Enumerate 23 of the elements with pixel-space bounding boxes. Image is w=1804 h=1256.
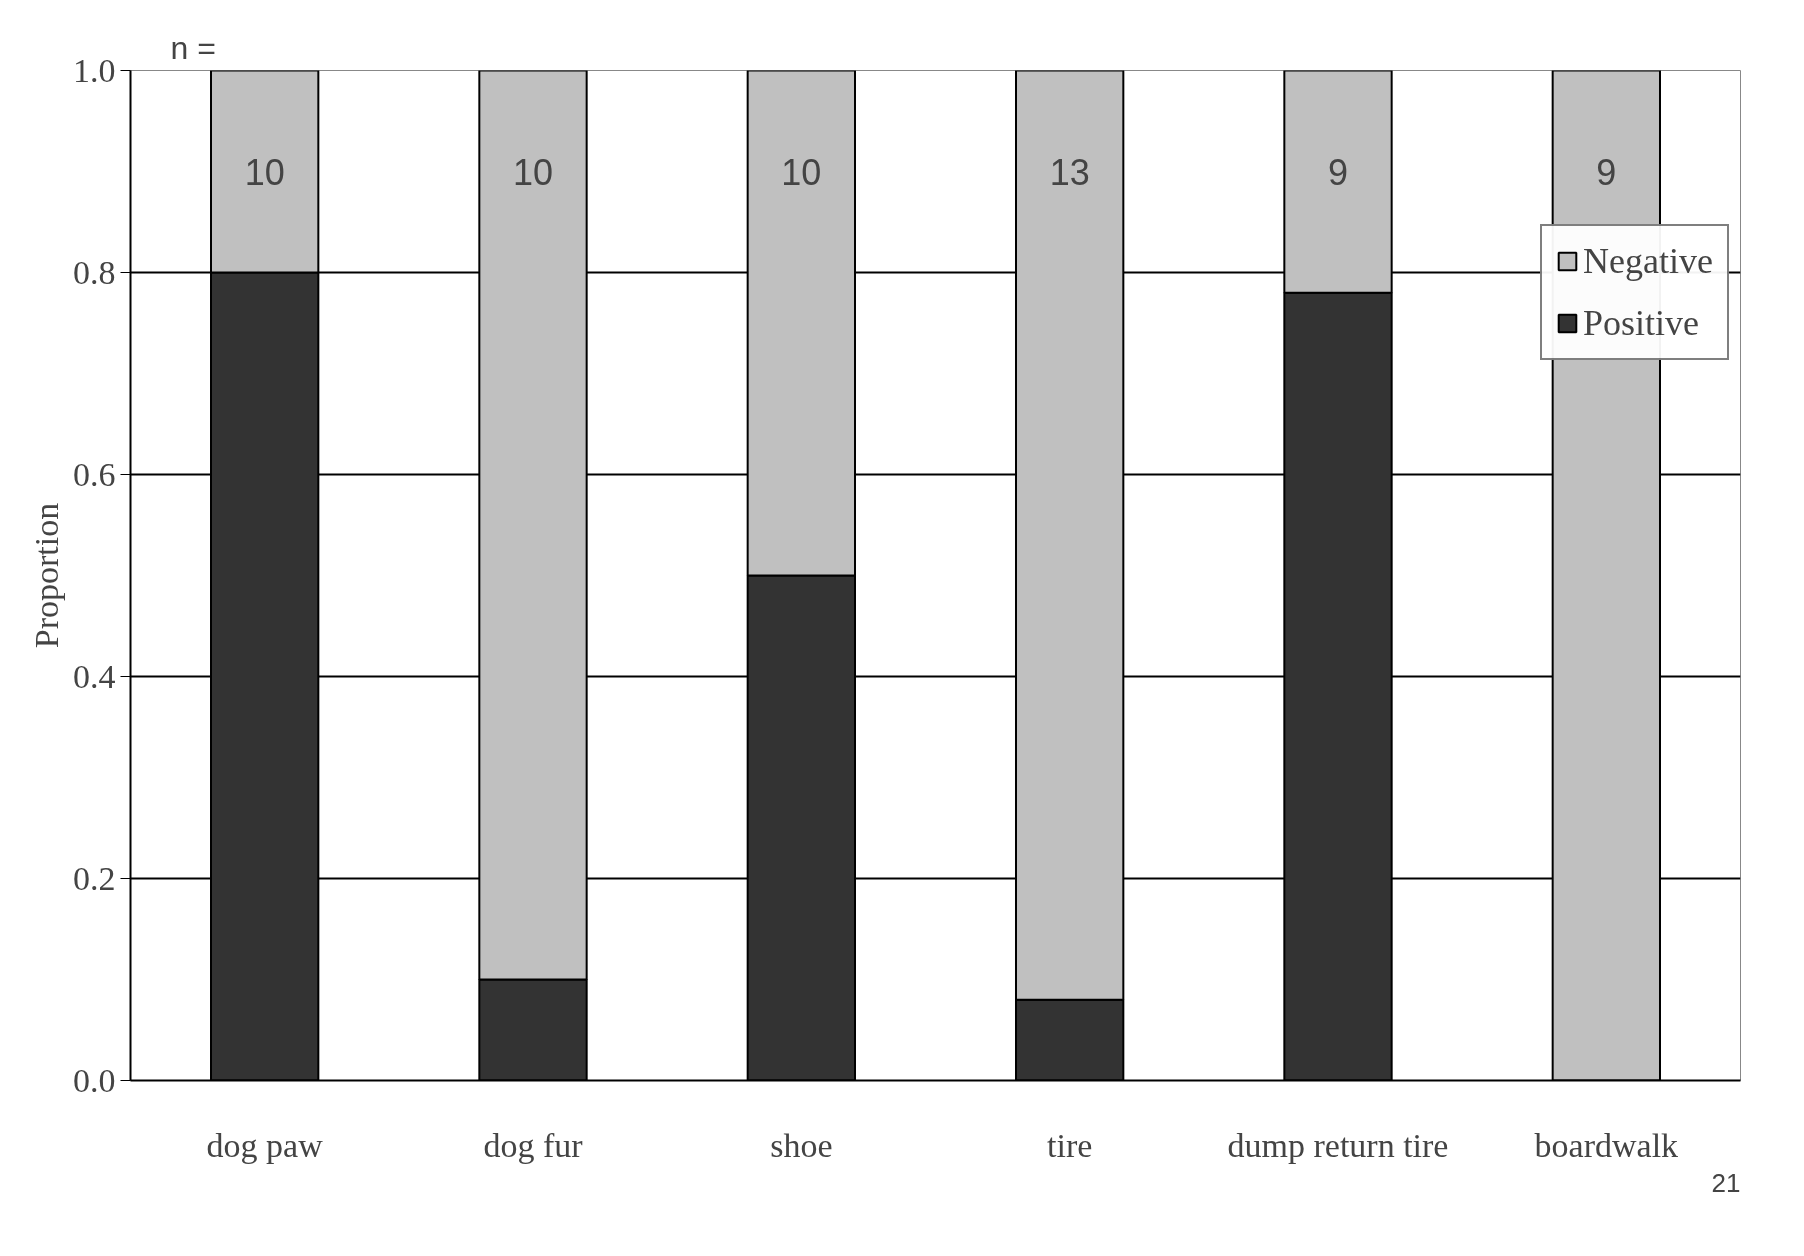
x-tick-label: dog paw (206, 1126, 324, 1164)
text: 21 (1711, 1167, 1741, 1198)
annotation: 10 (244, 151, 285, 193)
y-tick-label: 0.4 (73, 657, 116, 695)
y-tick-label: 0.8 (73, 253, 116, 291)
annotation: 10 (781, 151, 822, 193)
annotation: 9 (1327, 151, 1349, 193)
text: n = (170, 29, 216, 66)
legend-label: Positive (1583, 302, 1700, 344)
x-tick-label: dog fur (483, 1126, 584, 1164)
y-tick-label: 1.0 (73, 51, 116, 89)
x-tick-label: dump return tire (1227, 1126, 1449, 1164)
y-tick-label: 0.2 (73, 859, 116, 897)
annotation: 13 (1049, 151, 1090, 193)
legend-label: Negative (1583, 240, 1713, 282)
y-tick-label: 0.0 (73, 1061, 116, 1099)
annotation: 9 (1596, 151, 1617, 193)
y-axis-title: Proportion (28, 502, 65, 649)
x-tick-label: boardwalk (1534, 1126, 1679, 1164)
x-tick-label: shoe (770, 1126, 833, 1164)
y-tick-label: 0.6 (73, 455, 116, 493)
x-tick-label: tire (1047, 1126, 1093, 1164)
annotation: 10 (512, 151, 554, 193)
